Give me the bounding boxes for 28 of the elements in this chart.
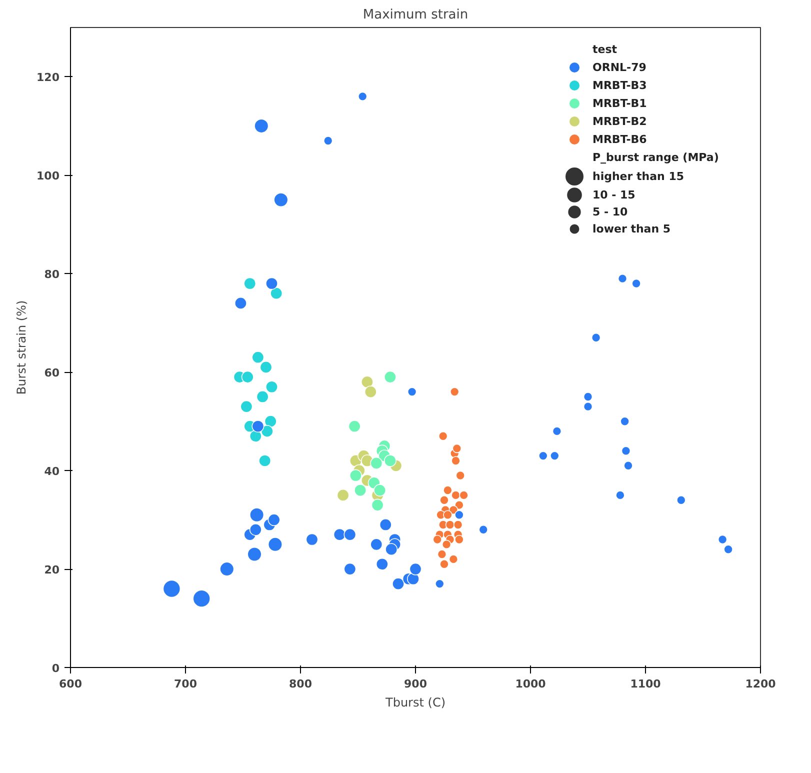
y-tick-label: 100 (36, 170, 60, 183)
chart-title: Maximum strain (362, 8, 468, 22)
x-tick-label: 1100 (630, 678, 662, 690)
x-axis-title: Tburst (C) (384, 696, 446, 710)
y-tick-label: 40 (44, 465, 60, 478)
y-tick-label: 60 (44, 366, 60, 380)
y-tick-label: 0 (52, 662, 60, 675)
x-tick-label: 1000 (515, 678, 546, 690)
y-axis-title: Burst strain (%) (14, 300, 29, 395)
annotation: P_burst range (MPa) (592, 151, 719, 164)
legend-label: MRBT-B1 (592, 97, 647, 110)
x-tick-label: 900 (404, 678, 428, 690)
legend-title: test (592, 43, 618, 56)
legend-label: higher than 15 (592, 170, 684, 183)
legend-label: 10 - 15 (592, 188, 636, 202)
y-tick-label: 20 (44, 564, 60, 577)
x-tick-label: 1200 (745, 678, 776, 690)
legend-label: MRBT-B6 (592, 133, 648, 146)
y-tick-label: 120 (36, 71, 60, 84)
legend-label: MRBT-B2 (592, 115, 647, 128)
x-tick-label: 600 (59, 678, 82, 690)
legend-label: 5 - 10 (592, 206, 628, 218)
x-tick-label: 800 (289, 678, 312, 690)
legend-label: lower than 5 (592, 222, 671, 236)
x-tick-label: 700 (174, 678, 198, 690)
y-tick-label: 80 (44, 268, 60, 282)
legend-label: ORNL-79 (592, 61, 646, 74)
legend-label: MRBT-B3 (592, 79, 647, 92)
